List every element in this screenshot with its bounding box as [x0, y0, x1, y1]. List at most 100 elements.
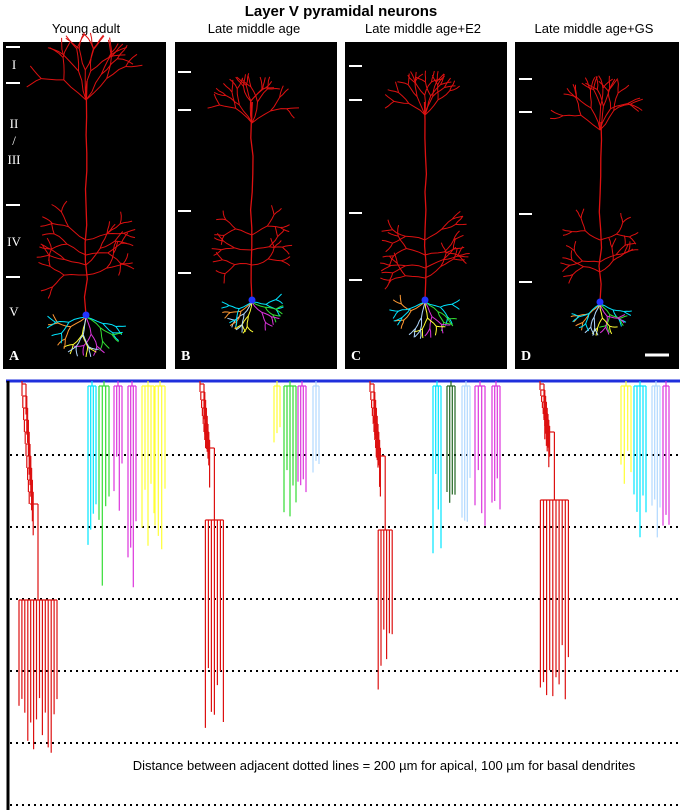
apical-tuft [384, 94, 395, 102]
apical-oblique [107, 242, 122, 254]
apical-oblique [267, 247, 275, 260]
apical-oblique [120, 232, 129, 244]
basal-dendrite [623, 311, 632, 316]
apical-tuft [251, 101, 258, 124]
basal-dendrite [447, 318, 454, 327]
apical-oblique [106, 223, 116, 234]
panel-letter-a: A [9, 349, 20, 364]
apical-oblique [122, 253, 129, 265]
apical-tuft [387, 89, 399, 94]
basal-dendrite [241, 315, 249, 325]
apical-tuft [617, 84, 630, 94]
neuron-tracings [26, 32, 643, 358]
apical-oblique [381, 271, 393, 274]
basal-dendrite [81, 334, 89, 348]
basal-dendrite [607, 315, 618, 319]
apical-tuft [109, 37, 112, 55]
basal-dendrite [408, 328, 416, 336]
apical-tuft [598, 80, 609, 92]
apical-oblique [52, 274, 65, 288]
layer-label-iii: III [8, 152, 21, 167]
apical-oblique [222, 210, 227, 221]
apical-tuft [627, 97, 641, 104]
dendrogram-a [18, 381, 166, 753]
apical-oblique [562, 264, 571, 273]
apical-tuft [576, 96, 592, 109]
apical-oblique [397, 235, 407, 249]
basal-dendrite [82, 316, 87, 335]
basal-dendrite [228, 305, 240, 310]
apical-tuft [590, 77, 596, 91]
apical-tuft [550, 115, 564, 120]
basal-dendrite [585, 313, 590, 324]
apical-tuft [607, 78, 616, 92]
layer-label-i: I [12, 57, 16, 72]
dendrogram-d [539, 381, 670, 700]
apical-tuft [84, 34, 94, 49]
apical-oblique [224, 264, 236, 274]
basal-dendrite [578, 323, 587, 329]
apical-tuft [78, 70, 87, 101]
basal-dendrite [85, 346, 89, 357]
apical-tuft [398, 92, 410, 104]
apical-oblique [424, 259, 444, 269]
dendrogram-c [369, 381, 501, 690]
apical-tuft [270, 97, 281, 112]
basal-dendrite [67, 345, 77, 353]
apical-oblique [68, 226, 87, 241]
apical-tuft [575, 97, 582, 116]
apical-tuft [238, 104, 253, 124]
layer-label-v: V [9, 304, 19, 319]
apical-tuft [407, 73, 410, 85]
neuron-b [207, 73, 300, 334]
basal-dendrite [55, 320, 69, 323]
basal-dendrite [275, 293, 282, 300]
apical-tuft [563, 93, 577, 98]
panel-a [3, 42, 166, 369]
basal-dendrite [429, 328, 432, 338]
basal-dendrite [235, 318, 238, 328]
apical-oblique [85, 248, 101, 266]
basal-dendrite [437, 311, 445, 323]
apical-tuft [395, 81, 400, 93]
apical-oblique [120, 262, 133, 265]
panel-d [515, 42, 679, 369]
apical-oblique [616, 233, 630, 238]
layer-label-iv: IV [7, 234, 21, 249]
basal-dendrite [241, 313, 245, 325]
apical-tuft [393, 100, 409, 104]
basal-dendrite [415, 317, 422, 329]
apical-oblique [85, 233, 108, 241]
dendrograms [18, 381, 670, 753]
apical-tuft [90, 56, 110, 72]
basal-dendrite [401, 308, 411, 318]
basal-dendrite [413, 328, 417, 338]
layer-labels: I II / III IV V [7, 57, 21, 319]
basal-dendrite [421, 328, 424, 339]
basal-dendrite [439, 306, 448, 318]
basal-dendrite [63, 344, 74, 348]
apical-tuft [610, 103, 628, 110]
apical-oblique [38, 261, 51, 267]
apical-oblique [266, 214, 275, 227]
basal-dendrite [441, 323, 451, 326]
apical-oblique [213, 249, 222, 256]
basal-dendrite [63, 338, 66, 349]
apical-oblique [212, 259, 223, 263]
basal-dendrite [424, 301, 441, 308]
apical-oblique [270, 237, 275, 248]
basal-dendrite [599, 303, 608, 317]
basal-dendrite [236, 308, 240, 320]
basal-dendrite [599, 303, 603, 319]
apical-oblique [424, 228, 442, 241]
panel-b-title: Late middle age [208, 21, 301, 36]
basal-dendrite [99, 327, 113, 335]
apical-oblique [215, 251, 223, 261]
apical-oblique [280, 260, 291, 266]
apical-oblique [612, 253, 625, 262]
apical-tuft [223, 83, 233, 93]
basal-dendrite [618, 318, 622, 327]
apical-oblique [113, 241, 119, 254]
apical-tuft [437, 90, 451, 101]
basal-dendrite [82, 334, 90, 348]
